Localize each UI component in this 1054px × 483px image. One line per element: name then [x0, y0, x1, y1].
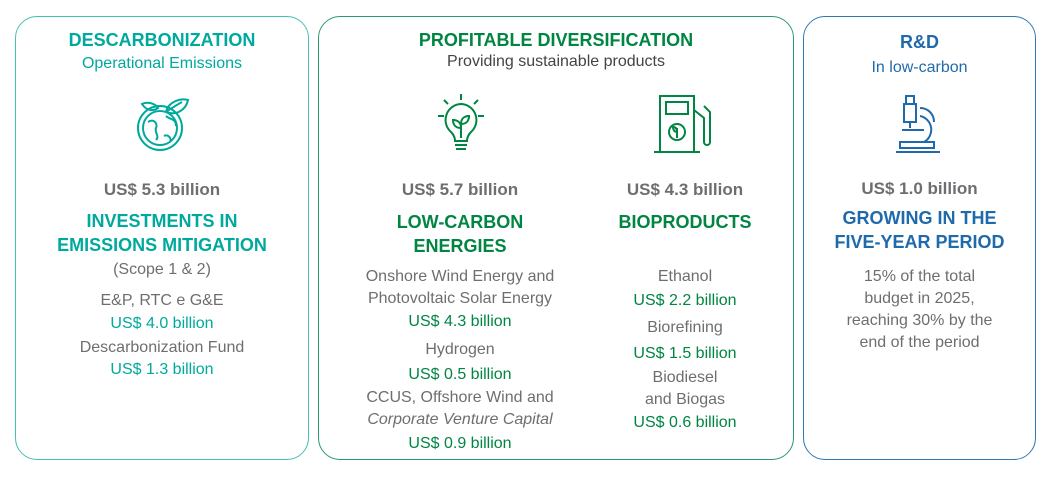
item-amount: US$ 1.5 billion: [633, 345, 737, 362]
panel-subtitle: Operational Emissions: [81, 55, 243, 72]
note: (Scope 1 & 2): [113, 261, 211, 278]
earth-icon: [137, 98, 190, 151]
item-amount: US$ 0.9 billion: [408, 435, 512, 452]
panel-subtitle: In low-carbon: [871, 59, 968, 76]
item-amount: US$ 0.6 billion: [633, 414, 737, 431]
bulb-icon: [438, 94, 484, 150]
microscope-icon: [896, 95, 940, 153]
note: 15% of the total budget in 2025, reachin…: [846, 268, 993, 351]
amount: US$ 1.0 billion: [861, 179, 978, 198]
panel-subtitle: Providing sustainable products: [447, 53, 665, 70]
heading: LOW-CARBON ENERGIES: [396, 212, 524, 256]
heading: INVESTMENTS IN EMISSIONS MITIGATION: [57, 211, 267, 255]
item-label: Descarbonization Fund: [79, 339, 245, 356]
item-amount: US$ 4.0 billion: [110, 315, 214, 332]
item-label: Ethanol: [657, 268, 713, 285]
fuel-pump-icon: [654, 95, 711, 153]
item-amount: US$ 0.5 billion: [408, 366, 512, 383]
panel-title: R&D: [900, 32, 939, 52]
item-label: Hydrogen: [425, 341, 495, 358]
panel-box: [318, 16, 794, 460]
amount: US$ 4.3 billion: [626, 180, 744, 199]
heading: GROWING IN THE FIVE-YEAR PERIOD: [834, 208, 1005, 252]
item-label: CCUS, Offshore Wind and: [366, 389, 554, 406]
item-amount: US$ 2.2 billion: [633, 292, 737, 309]
heading: BIOPRODUCTS: [618, 212, 752, 232]
panel-box: [803, 16, 1036, 460]
item-label: Biodiesel and Biogas: [644, 369, 726, 408]
item-label: Onshore Wind Energy and Photovoltaic Sol…: [365, 268, 555, 307]
amount: US$ 5.7 billion: [401, 180, 519, 199]
item-label: E&P, RTC e G&E: [100, 292, 224, 309]
item-label-italic: Corporate Venture Capital: [367, 411, 553, 428]
item-amount: US$ 4.3 billion: [408, 313, 512, 330]
panel-title: DESCARBONIZATION: [68, 30, 256, 50]
item-amount: US$ 1.3 billion: [110, 361, 214, 378]
item-label: Biorefining: [647, 319, 723, 336]
panel-box: [15, 16, 309, 460]
amount: US$ 5.3 billion: [103, 180, 221, 199]
panel-title: PROFITABLE DIVERSIFICATION: [418, 30, 694, 50]
